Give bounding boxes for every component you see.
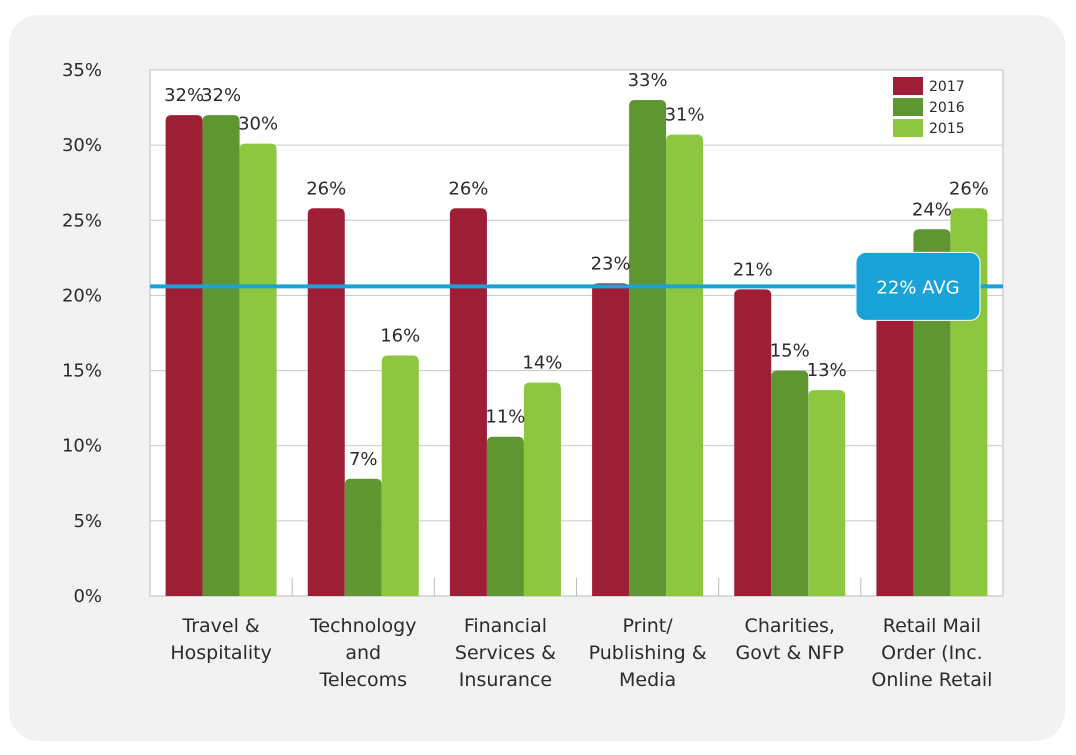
bar: [629, 100, 667, 597]
x-category-label: Online Retail: [871, 669, 992, 691]
bar: [449, 208, 487, 596]
y-tick-label: 20%: [62, 285, 102, 306]
bar: [239, 143, 277, 596]
bar: [202, 115, 240, 596]
average-label: 22% AVG: [876, 277, 959, 298]
bar: [808, 390, 846, 596]
data-label: 23%: [591, 253, 631, 274]
bar: [523, 382, 561, 596]
bar: [666, 134, 704, 596]
y-tick-label: 15%: [62, 361, 102, 382]
legend-swatch: [893, 77, 923, 95]
data-label: 33%: [628, 70, 668, 91]
x-category-label: Govt & NFP: [735, 642, 844, 664]
y-tick-label: 0%: [73, 586, 102, 607]
y-tick-label: 35%: [62, 60, 102, 81]
data-label: 15%: [770, 341, 810, 362]
legend-label: 2016: [929, 100, 965, 116]
bar: [734, 289, 772, 596]
bar: [592, 283, 630, 596]
x-category-label: Print/: [623, 615, 674, 637]
data-label: 16%: [380, 326, 420, 347]
x-category-label: Travel &: [181, 615, 260, 637]
data-label: 26%: [306, 178, 346, 199]
x-category-label: Order (Inc.: [881, 642, 983, 664]
bar: [486, 436, 524, 596]
data-label: 30%: [238, 114, 278, 135]
bar: [876, 304, 914, 596]
legend-label: 2017: [929, 79, 965, 95]
average-badge: [855, 251, 981, 321]
data-label: 26%: [448, 178, 488, 199]
bar: [913, 229, 951, 596]
x-category-label: Charities,: [745, 615, 835, 637]
legend-swatch: [893, 119, 923, 137]
data-label: 31%: [665, 105, 705, 126]
x-category-label: Financial: [464, 615, 547, 637]
plot-area: [149, 69, 1004, 597]
bar: [165, 115, 203, 596]
data-label: 21%: [733, 259, 773, 280]
x-category-label: Technology: [309, 615, 416, 637]
bar: [307, 208, 345, 596]
data-label: 32%: [164, 85, 204, 106]
data-label: 13%: [807, 360, 847, 381]
x-category-label: Hospitality: [170, 642, 272, 664]
y-tick-label: 25%: [62, 210, 102, 231]
x-category-label: Telecoms: [318, 669, 407, 691]
x-category-label: Publishing &: [589, 642, 707, 664]
y-tick-label: 5%: [73, 511, 102, 532]
x-category-label: Retail Mail: [883, 615, 981, 637]
y-tick-label: 10%: [62, 436, 102, 457]
x-category-label: Insurance: [459, 669, 552, 691]
bar: [771, 370, 809, 596]
data-label: 14%: [522, 353, 562, 374]
y-tick-label: 30%: [62, 135, 102, 156]
x-category-label: Media: [619, 669, 676, 691]
data-label: 24%: [912, 199, 952, 220]
bar: [344, 478, 382, 596]
x-category-label: and: [345, 642, 381, 664]
data-label: 32%: [201, 85, 241, 106]
legend-swatch: [893, 98, 923, 116]
x-category-label: Services &: [455, 642, 556, 664]
data-label: 11%: [485, 407, 525, 428]
data-label: 7%: [349, 449, 378, 470]
bar: [381, 355, 419, 596]
data-label: 26%: [949, 178, 989, 199]
legend-label: 2015: [929, 121, 965, 137]
